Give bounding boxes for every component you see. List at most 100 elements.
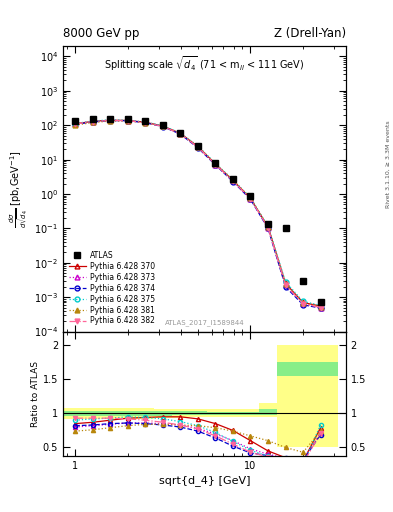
Pythia 6.428 382	[318, 305, 323, 311]
ATLAS	[108, 116, 112, 122]
Pythia 6.428 381	[178, 131, 183, 137]
Pythia 6.428 382	[90, 118, 95, 124]
Pythia 6.428 381	[318, 304, 323, 310]
Pythia 6.428 374	[90, 119, 95, 125]
Pythia 6.428 374	[318, 305, 323, 311]
ATLAS	[178, 130, 183, 136]
Pythia 6.428 374	[231, 179, 235, 185]
Pythia 6.428 370	[143, 119, 148, 125]
Pythia 6.428 374	[196, 145, 200, 151]
Pythia 6.428 373	[178, 131, 183, 137]
Pythia 6.428 373	[266, 225, 270, 231]
Text: Z (Drell-Yan): Z (Drell-Yan)	[274, 27, 346, 40]
Pythia 6.428 381	[90, 119, 95, 125]
Pythia 6.428 373	[283, 282, 288, 288]
Pythia 6.428 373	[73, 121, 77, 127]
Pythia 6.428 374	[73, 121, 77, 127]
Pythia 6.428 381	[283, 281, 288, 287]
Pythia 6.428 375	[126, 117, 130, 123]
Pythia 6.428 370	[248, 195, 253, 201]
ATLAS	[90, 116, 95, 122]
Pythia 6.428 375	[231, 177, 235, 183]
Pythia 6.428 370	[126, 117, 130, 123]
ATLAS	[301, 278, 305, 284]
Pythia 6.428 374	[301, 302, 305, 308]
Y-axis label: $\frac{d\sigma}{d\sqrt{d_{4}}}$ [pb,GeV$^{-1}$]: $\frac{d\sigma}{d\sqrt{d_{4}}}$ [pb,GeV$…	[8, 150, 31, 228]
Text: ATLAS_2017_I1589844: ATLAS_2017_I1589844	[165, 319, 244, 326]
ATLAS	[196, 143, 200, 149]
Pythia 6.428 370	[160, 123, 165, 129]
Pythia 6.428 374	[248, 196, 253, 202]
Pythia 6.428 370	[318, 303, 323, 309]
Pythia 6.428 373	[108, 117, 112, 123]
Pythia 6.428 370	[178, 130, 183, 136]
Line: ATLAS: ATLAS	[72, 116, 323, 305]
Pythia 6.428 381	[143, 120, 148, 126]
Pythia 6.428 370	[196, 143, 200, 150]
Pythia 6.428 382	[213, 161, 218, 167]
Text: 8000 GeV pp: 8000 GeV pp	[63, 27, 139, 40]
Pythia 6.428 375	[108, 117, 112, 123]
Line: Pythia 6.428 374: Pythia 6.428 374	[73, 118, 323, 311]
Pythia 6.428 373	[301, 301, 305, 307]
Pythia 6.428 382	[301, 301, 305, 307]
Text: Rivet 3.1.10, ≥ 3.3M events: Rivet 3.1.10, ≥ 3.3M events	[386, 120, 391, 208]
ATLAS	[283, 225, 288, 231]
Pythia 6.428 375	[160, 122, 165, 129]
Pythia 6.428 381	[126, 118, 130, 124]
Pythia 6.428 370	[231, 177, 235, 183]
Pythia 6.428 381	[108, 118, 112, 124]
Pythia 6.428 370	[108, 117, 112, 123]
Line: Pythia 6.428 381: Pythia 6.428 381	[73, 118, 323, 309]
Pythia 6.428 373	[196, 144, 200, 150]
Pythia 6.428 375	[213, 160, 218, 166]
Pythia 6.428 375	[196, 143, 200, 149]
Pythia 6.428 374	[266, 225, 270, 231]
Pythia 6.428 381	[301, 300, 305, 306]
Pythia 6.428 381	[248, 195, 253, 201]
Pythia 6.428 382	[283, 282, 288, 288]
Pythia 6.428 373	[90, 118, 95, 124]
Pythia 6.428 373	[126, 118, 130, 124]
Pythia 6.428 374	[108, 118, 112, 124]
Pythia 6.428 373	[318, 305, 323, 311]
Pythia 6.428 373	[143, 119, 148, 125]
Pythia 6.428 382	[160, 123, 165, 130]
Pythia 6.428 375	[178, 130, 183, 136]
ATLAS	[126, 116, 130, 122]
ATLAS	[143, 118, 148, 124]
ATLAS	[213, 160, 218, 166]
Pythia 6.428 374	[213, 162, 218, 168]
Pythia 6.428 370	[213, 161, 218, 167]
Pythia 6.428 374	[283, 284, 288, 290]
Pythia 6.428 374	[143, 120, 148, 126]
ATLAS	[266, 221, 270, 227]
ATLAS	[318, 300, 323, 306]
Pythia 6.428 381	[73, 122, 77, 129]
X-axis label: sqrt{d_4} [GeV]: sqrt{d_4} [GeV]	[159, 475, 250, 485]
ATLAS	[73, 118, 77, 124]
Pythia 6.428 374	[160, 123, 165, 130]
Pythia 6.428 373	[248, 196, 253, 202]
Pythia 6.428 375	[143, 119, 148, 125]
Pythia 6.428 374	[178, 131, 183, 137]
Pythia 6.428 375	[283, 279, 288, 285]
Pythia 6.428 375	[318, 302, 323, 308]
Pythia 6.428 382	[178, 131, 183, 137]
ATLAS	[231, 176, 235, 182]
Pythia 6.428 373	[213, 161, 218, 167]
Pythia 6.428 382	[266, 225, 270, 231]
Pythia 6.428 382	[231, 178, 235, 184]
Pythia 6.428 370	[301, 300, 305, 306]
Legend: ATLAS, Pythia 6.428 370, Pythia 6.428 373, Pythia 6.428 374, Pythia 6.428 375, P: ATLAS, Pythia 6.428 370, Pythia 6.428 37…	[67, 249, 157, 328]
Pythia 6.428 375	[248, 195, 253, 201]
Pythia 6.428 382	[108, 117, 112, 123]
Pythia 6.428 381	[196, 143, 200, 150]
Line: Pythia 6.428 382: Pythia 6.428 382	[73, 118, 323, 310]
Pythia 6.428 370	[73, 121, 77, 127]
Pythia 6.428 373	[160, 123, 165, 130]
Line: Pythia 6.428 375: Pythia 6.428 375	[73, 117, 323, 308]
Pythia 6.428 375	[301, 298, 305, 305]
Pythia 6.428 370	[90, 118, 95, 124]
Pythia 6.428 381	[213, 161, 218, 167]
